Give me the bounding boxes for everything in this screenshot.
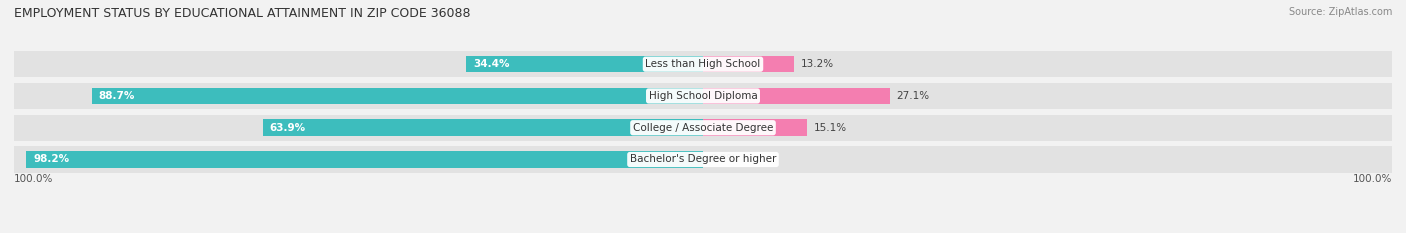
Bar <box>14 147 1392 172</box>
Text: EMPLOYMENT STATUS BY EDUCATIONAL ATTAINMENT IN ZIP CODE 36088: EMPLOYMENT STATUS BY EDUCATIONAL ATTAINM… <box>14 7 471 20</box>
Text: 88.7%: 88.7% <box>98 91 135 101</box>
Text: 98.2%: 98.2% <box>34 154 69 164</box>
Bar <box>27 151 703 168</box>
Bar <box>263 120 703 136</box>
Text: 100.0%: 100.0% <box>14 174 53 184</box>
Bar <box>465 56 703 72</box>
Text: 27.1%: 27.1% <box>897 91 929 101</box>
Bar <box>14 83 1392 109</box>
Bar <box>703 88 890 104</box>
Text: Bachelor's Degree or higher: Bachelor's Degree or higher <box>630 154 776 164</box>
Text: 34.4%: 34.4% <box>472 59 509 69</box>
Bar <box>703 120 807 136</box>
Text: College / Associate Degree: College / Associate Degree <box>633 123 773 133</box>
Bar <box>14 115 1392 141</box>
Text: 100.0%: 100.0% <box>1353 174 1392 184</box>
Text: 13.2%: 13.2% <box>801 59 834 69</box>
Text: Less than High School: Less than High School <box>645 59 761 69</box>
Text: 0.0%: 0.0% <box>710 154 737 164</box>
Bar <box>91 88 703 104</box>
Text: High School Diploma: High School Diploma <box>648 91 758 101</box>
Text: 63.9%: 63.9% <box>270 123 305 133</box>
Text: Source: ZipAtlas.com: Source: ZipAtlas.com <box>1288 7 1392 17</box>
Bar <box>14 51 1392 77</box>
Bar <box>703 56 794 72</box>
Text: 15.1%: 15.1% <box>814 123 846 133</box>
